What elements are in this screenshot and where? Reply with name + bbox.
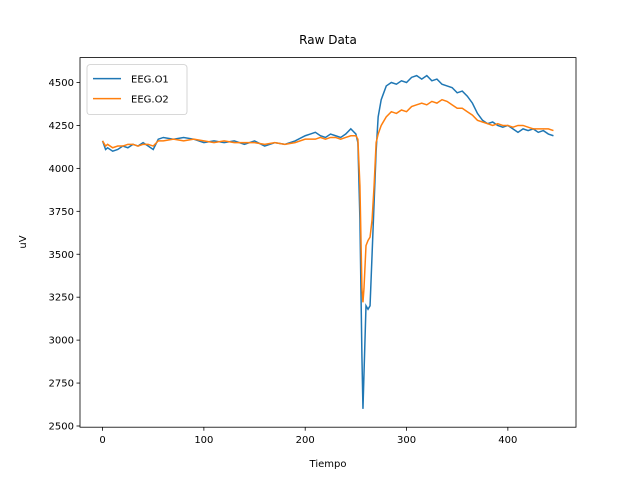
y-tick-label: 2750 — [49, 379, 74, 390]
x-tick-label: 0 — [99, 435, 105, 446]
y-tick-label: 4500 — [49, 78, 74, 89]
x-tick-label: 300 — [397, 435, 416, 446]
x-tick-label: 200 — [296, 435, 315, 446]
y-tick-label: 3250 — [49, 293, 74, 304]
y-axis-label: uV — [18, 235, 29, 248]
y-tick-label: 4000 — [49, 164, 74, 175]
y-tick-label: 4250 — [49, 121, 74, 132]
y-tick-label: 2500 — [49, 421, 74, 432]
series-line — [101, 98, 554, 303]
y-tick-label: 3750 — [49, 207, 74, 218]
legend-label: EEG.O2 — [131, 95, 169, 106]
y-tick-label: 3500 — [49, 250, 74, 261]
axes-frame — [79, 57, 577, 428]
legend-box — [86, 64, 188, 115]
y-tick-label: 3000 — [49, 336, 74, 347]
legend-label: EEG.O1 — [131, 75, 169, 86]
chart-title: Raw Data — [299, 33, 357, 47]
x-tick-label: 100 — [194, 435, 213, 446]
series-line — [101, 74, 554, 409]
x-axis-label: Tiempo — [309, 459, 347, 470]
x-tick-label: 400 — [498, 435, 517, 446]
